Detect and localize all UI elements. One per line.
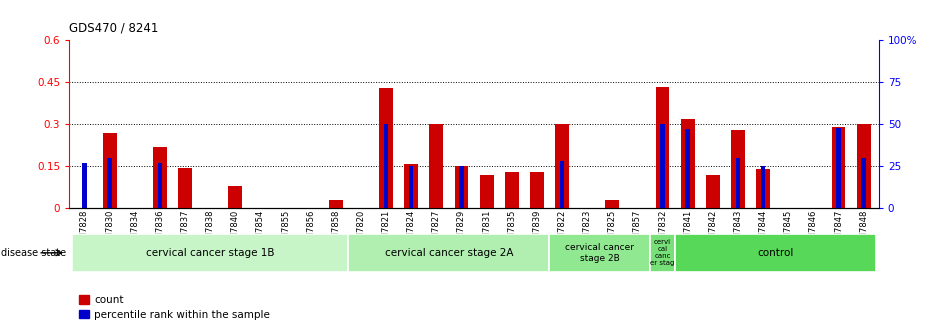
Bar <box>681 119 695 208</box>
Bar <box>153 147 166 208</box>
Bar <box>656 86 670 208</box>
Bar <box>82 163 87 208</box>
Text: cervical cancer stage 1B: cervical cancer stage 1B <box>146 248 275 258</box>
Bar <box>857 124 870 208</box>
Legend: count, percentile rank within the sample: count, percentile rank within the sample <box>75 291 275 324</box>
Bar <box>605 200 619 208</box>
Bar <box>549 234 650 272</box>
Bar <box>650 234 675 272</box>
Bar <box>404 164 418 208</box>
Bar <box>761 166 765 208</box>
Bar <box>836 128 841 208</box>
Bar <box>560 161 564 208</box>
Bar <box>329 200 343 208</box>
Bar <box>735 158 740 208</box>
Bar <box>505 172 519 208</box>
Text: cervical cancer stage 2A: cervical cancer stage 2A <box>385 248 513 258</box>
Text: disease state: disease state <box>2 248 67 258</box>
Bar <box>103 133 117 208</box>
Bar <box>157 163 162 208</box>
Bar <box>861 158 866 208</box>
Bar <box>459 166 463 208</box>
Bar <box>107 158 112 208</box>
Bar <box>454 166 468 208</box>
Text: GDS470 / 8241: GDS470 / 8241 <box>69 22 159 35</box>
Bar <box>379 88 393 208</box>
Bar <box>731 130 745 208</box>
Bar <box>480 175 494 208</box>
Bar <box>530 172 544 208</box>
Text: cervical cancer
stage 2B: cervical cancer stage 2B <box>565 243 635 262</box>
Bar <box>757 169 770 208</box>
Bar <box>675 234 876 272</box>
Bar <box>706 175 720 208</box>
Bar <box>384 124 388 208</box>
Bar <box>555 124 569 208</box>
Bar <box>349 234 549 272</box>
Text: control: control <box>758 248 794 258</box>
Bar <box>660 124 665 208</box>
Bar <box>179 168 191 208</box>
Bar <box>832 127 845 208</box>
Bar <box>72 234 349 272</box>
Bar <box>409 166 413 208</box>
Bar <box>685 129 690 208</box>
Bar <box>228 186 242 208</box>
Text: cervi
cal
canc
er stag: cervi cal canc er stag <box>650 239 674 266</box>
Bar <box>429 124 443 208</box>
